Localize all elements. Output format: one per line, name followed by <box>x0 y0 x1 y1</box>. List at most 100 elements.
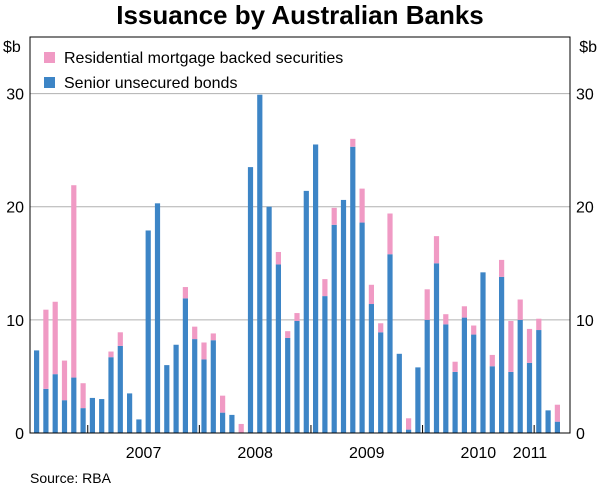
bar-senior-unsecured <box>406 429 412 433</box>
bar-senior-unsecured <box>554 421 560 433</box>
bar-senior-unsecured <box>136 419 142 433</box>
bars <box>34 94 560 434</box>
bar-rmbs <box>220 395 226 413</box>
source-note: Source: RBA <box>30 470 111 486</box>
bar-senior-unsecured <box>415 367 421 433</box>
bar-senior-unsecured <box>461 317 467 433</box>
bar-rmbs <box>350 138 356 147</box>
plot-frame <box>29 36 571 434</box>
bar-rmbs <box>210 333 216 341</box>
bar-rmbs <box>526 328 533 363</box>
bar-senior-unsecured <box>303 190 309 433</box>
bar-senior-unsecured <box>294 320 300 433</box>
bar-senior-unsecured <box>331 224 337 433</box>
bar-rmbs <box>517 299 523 320</box>
bar-senior-unsecured <box>210 340 216 433</box>
bar-rmbs <box>61 360 68 401</box>
y-tick-label-left: 30 <box>6 87 24 104</box>
bar-senior-unsecured <box>145 230 151 433</box>
bar-senior-unsecured <box>368 304 374 433</box>
bar-senior-unsecured <box>340 199 347 433</box>
legend-label-bonds: Senior unsecured bonds <box>64 75 237 92</box>
y-tick-label-right: 20 <box>576 200 594 217</box>
bar-rmbs <box>43 309 49 389</box>
bar-senior-unsecured <box>173 344 179 433</box>
bar-senior-unsecured <box>154 203 161 433</box>
bar-senior-unsecured <box>201 359 207 433</box>
bar-rmbs <box>471 325 477 335</box>
bar-senior-unsecured <box>517 319 523 433</box>
bar-senior-unsecured <box>499 276 505 433</box>
bar-senior-unsecured <box>192 339 198 433</box>
bar-rmbs <box>387 213 393 255</box>
bar-senior-unsecured <box>480 272 486 433</box>
bar-senior-unsecured <box>220 412 226 433</box>
legend-swatch-rmbs <box>44 52 55 63</box>
bar-rmbs <box>192 326 198 340</box>
bar-senior-unsecured <box>182 298 188 433</box>
bar-senior-unsecured <box>99 399 105 433</box>
y-tick-label-left: 0 <box>15 426 24 443</box>
x-tick-label: 2008 <box>237 445 273 462</box>
bar-senior-unsecured <box>526 362 533 433</box>
bar-rmbs <box>406 418 412 430</box>
bar-senior-unsecured <box>471 334 477 433</box>
bar-senior-unsecured <box>275 264 281 433</box>
bar-senior-unsecured <box>71 377 77 433</box>
bar-senior-unsecured <box>89 397 95 433</box>
bar-rmbs <box>359 188 365 223</box>
bar-rmbs <box>294 313 300 321</box>
bar-senior-unsecured <box>396 353 402 433</box>
bar-rmbs <box>322 279 328 297</box>
bar-senior-unsecured <box>424 319 430 433</box>
bar-rmbs <box>285 331 291 338</box>
bar-rmbs <box>536 318 542 331</box>
bar-senior-unsecured <box>387 254 393 433</box>
y-tick-label-right: 10 <box>576 313 594 330</box>
bar-rmbs <box>80 383 86 409</box>
bar-rmbs <box>508 320 514 372</box>
bar-rmbs <box>433 236 440 264</box>
y-axis-unit-left: $b <box>3 39 21 56</box>
y-tick-label-left: 20 <box>6 200 24 217</box>
bar-senior-unsecured <box>536 330 542 433</box>
bar-senior-unsecured <box>443 324 449 433</box>
bar-rmbs <box>182 287 188 299</box>
bar-rmbs <box>108 351 114 358</box>
x-tick-label: 2010 <box>461 445 497 462</box>
bar-rmbs <box>489 354 495 367</box>
bar-senior-unsecured <box>117 345 123 433</box>
x-tick-label: 2011 <box>513 445 548 462</box>
y-tick-label-left: 10 <box>6 313 24 330</box>
gridlines <box>30 93 570 321</box>
bar-rmbs <box>201 342 207 360</box>
bar-rmbs <box>452 361 458 372</box>
bar-senior-unsecured <box>350 146 356 433</box>
axes: 0 0 10 10 20 20 30 30 2007 2008 2009 2010 2011 <box>6 36 594 462</box>
bar-rmbs <box>275 251 281 265</box>
bar-senior-unsecured <box>127 393 133 433</box>
x-tick-label: 2009 <box>349 445 385 462</box>
bar-senior-unsecured <box>164 365 170 433</box>
bar-senior-unsecured <box>433 263 440 433</box>
bar-senior-unsecured <box>489 366 495 433</box>
bar-rmbs <box>71 185 77 378</box>
bar-rmbs <box>238 423 244 433</box>
bar-senior-unsecured <box>247 167 254 433</box>
bar-senior-unsecured <box>285 337 291 433</box>
bar-senior-unsecured <box>508 371 514 433</box>
bar-rmbs <box>52 301 58 375</box>
bar-rmbs <box>378 323 384 333</box>
bar-senior-unsecured <box>34 350 40 433</box>
y-tick-label-right: 30 <box>576 87 594 104</box>
bar-senior-unsecured <box>378 332 384 433</box>
bar-rmbs <box>424 289 430 320</box>
bar-rmbs <box>443 314 449 325</box>
bar-senior-unsecured <box>359 222 365 433</box>
chart-title: Issuance by Australian Banks <box>116 0 484 30</box>
legend: Residential mortgage backed securities S… <box>44 50 343 92</box>
x-tick-label: 2007 <box>126 445 162 462</box>
bar-senior-unsecured <box>43 388 49 433</box>
bar-senior-unsecured <box>313 144 319 433</box>
